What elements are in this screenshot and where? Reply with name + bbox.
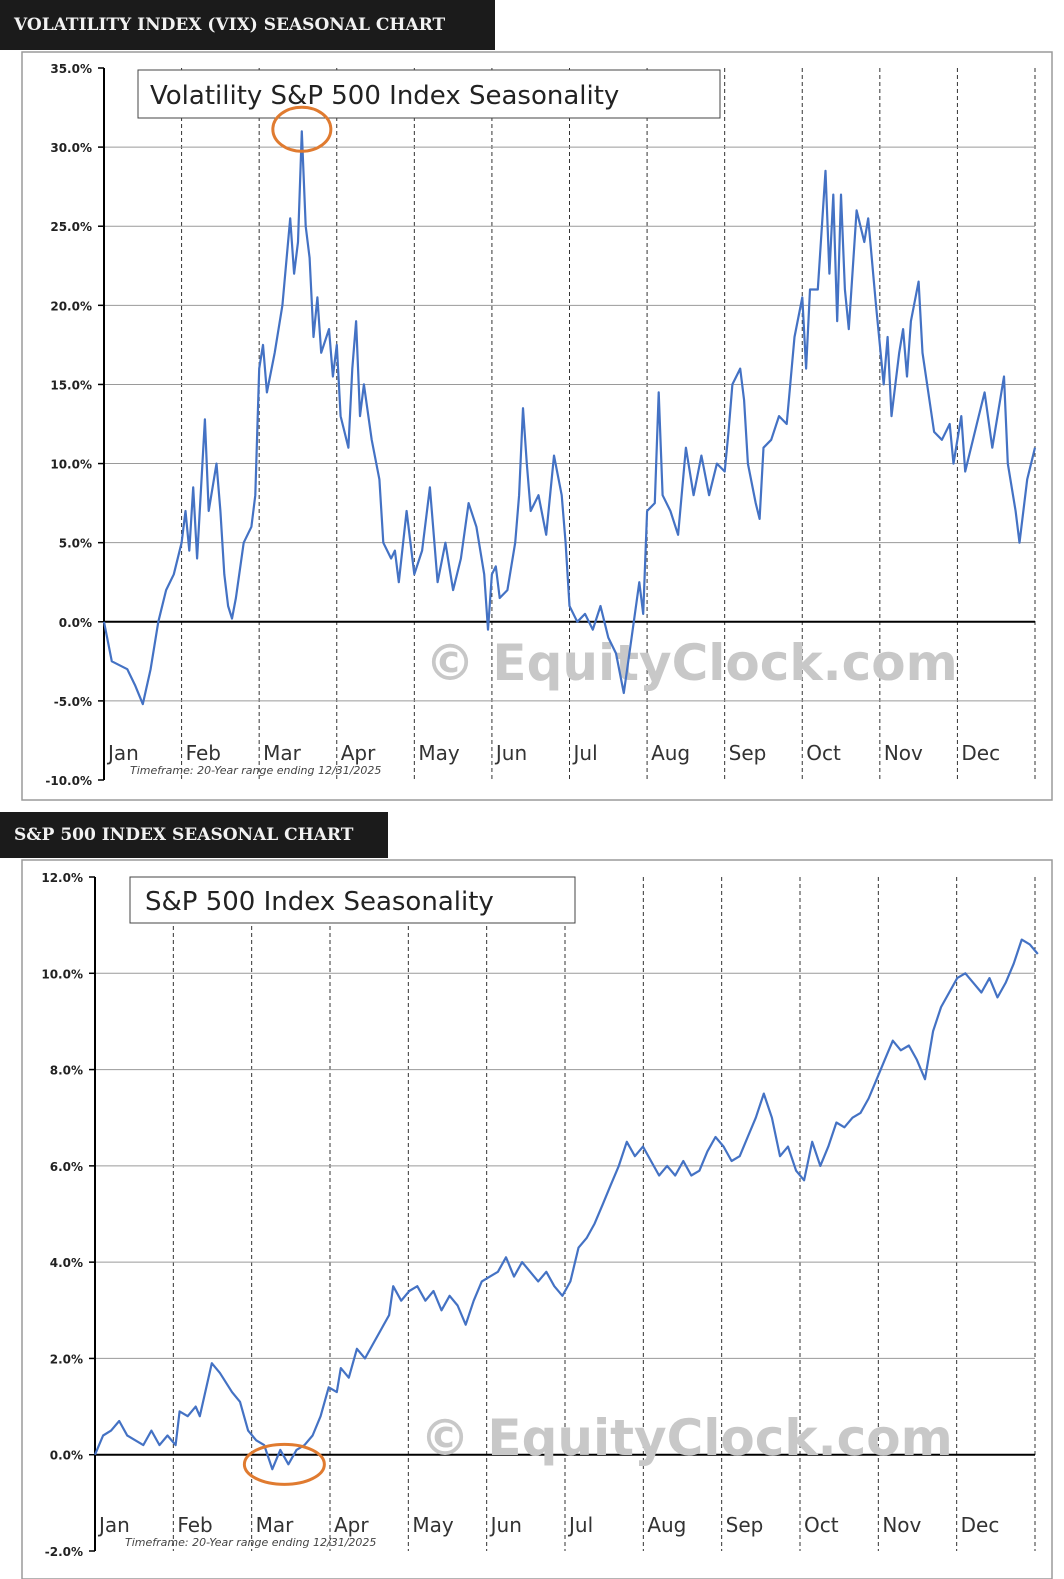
vix-month-label: Jun (494, 741, 527, 765)
spx-y-tick-label: 12.0% (41, 871, 83, 885)
vix-series-line (102, 130, 1037, 706)
vix-chart-header: VOLATILITY INDEX (VIX) SEASONAL CHART (0, 0, 495, 50)
vix-y-tick-label: -10.0% (45, 774, 92, 788)
spx-series-line (93, 938, 1039, 1471)
vix-month-label: Dec (961, 741, 1000, 765)
vix-y-tick-label: 25.0% (50, 220, 92, 234)
vix-y-tick-label: 10.0% (50, 458, 92, 472)
spx-y-tick-label: 0.0% (50, 1449, 83, 1463)
spx-month-label: Aug (647, 1513, 686, 1537)
spx-annotation-circle (242, 1442, 326, 1486)
spx-month-label: Feb (177, 1513, 212, 1537)
vix-y-tick-label: -5.0% (54, 695, 92, 709)
vix-month-label: Nov (884, 741, 923, 765)
vix-y-tick-label: 35.0% (50, 62, 92, 76)
spx-month-label: Mar (256, 1513, 295, 1537)
vix-y-tick-label: 30.0% (50, 141, 92, 155)
spx-chart-title: S&P 500 Index Seasonality (145, 887, 494, 917)
spx-title-box (129, 876, 576, 924)
vix-annotation-circle (271, 105, 333, 153)
vix-month-label: Sep (729, 741, 767, 765)
spx-watermark: © EquityClock.com (420, 1409, 953, 1467)
spx-y-tick-label: 2.0% (50, 1352, 83, 1366)
spx-month-label: Jul (567, 1513, 593, 1537)
spx-month-label: May (412, 1513, 454, 1537)
vix-month-label: Feb (186, 741, 221, 765)
vix-y-tick-label: 20.0% (50, 299, 92, 313)
spx-y-tick-label: 6.0% (50, 1160, 83, 1174)
spx-month-label: Apr (334, 1513, 369, 1537)
vix-month-label: Aug (651, 741, 690, 765)
vix-month-label: Jul (572, 741, 598, 765)
vix-chart-title: Volatility S&P 500 Index Seasonality (150, 81, 619, 111)
vix-timeframe-note: Timeframe: 20-Year range ending 12/31/20… (130, 764, 381, 777)
spx-y-tick-label: 4.0% (50, 1256, 83, 1270)
spx-month-label: Jan (97, 1513, 130, 1537)
spx-y-tick-label: -2.0% (45, 1545, 83, 1559)
spx-month-label: Oct (804, 1513, 839, 1537)
spx-month-label: Nov (882, 1513, 921, 1537)
vix-month-label: Apr (341, 741, 376, 765)
vix-month-label: May (418, 741, 460, 765)
spx-month-label: Jun (489, 1513, 522, 1537)
vix-month-label: Mar (263, 741, 302, 765)
vix-y-tick-label: 15.0% (50, 378, 92, 392)
vix-month-label: Oct (806, 741, 841, 765)
spx-timeframe-note: Timeframe: 20-Year range ending 12/31/20… (125, 1536, 376, 1549)
vix-y-tick-label: 5.0% (59, 537, 92, 551)
spx-month-label: Dec (961, 1513, 1000, 1537)
spx-plot-frame (21, 859, 1053, 1579)
vix-title-box (137, 69, 721, 119)
spx-chart-header: S&P 500 INDEX SEASONAL CHART (0, 812, 388, 858)
spx-month-label: Sep (726, 1513, 764, 1537)
vix-y-tick-label: 0.0% (59, 616, 92, 630)
spx-y-tick-label: 10.0% (41, 967, 83, 981)
spx-y-tick-label: 8.0% (50, 1064, 83, 1078)
vix-watermark: © EquityClock.com (425, 634, 958, 692)
vix-month-label: Jan (106, 741, 139, 765)
